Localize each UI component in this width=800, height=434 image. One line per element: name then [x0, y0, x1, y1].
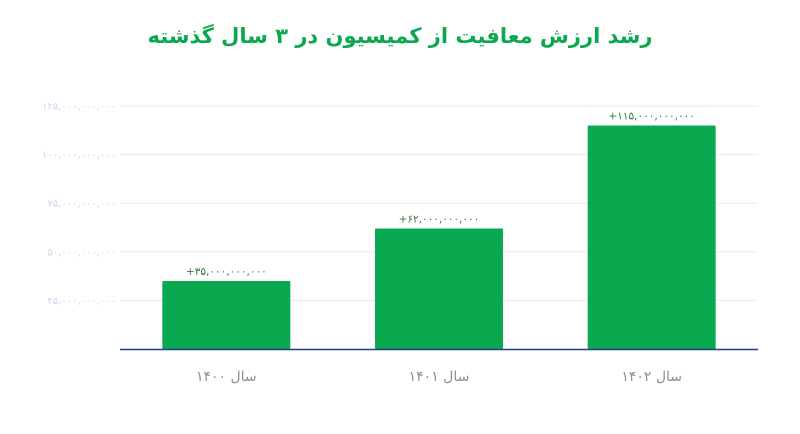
data-labels: +۳۵,۰۰۰,۰۰۰,۰۰۰ +۶۲,۰۰۰,۰۰۰,۰۰۰ +۱۱۵,۰۰۰,۰…	[186, 110, 695, 278]
y-tick-label: ۱۰۰,۰۰۰,۰۰۰,۰۰۰	[42, 150, 116, 161]
bar-value-label: +۳۵,۰۰۰,۰۰۰,۰۰۰	[186, 266, 267, 278]
x-category-label: سال ۱۴۰۲	[621, 369, 682, 385]
chart-title: رشد ارزش معافیت از کمیسیون در ۳ سال گذشت…	[147, 24, 653, 48]
bar-value-label: +۶۲,۰۰۰,۰۰۰,۰۰۰	[399, 213, 480, 225]
y-tick-label: ۷۵,۰۰۰,۰۰۰,۰۰۰	[47, 199, 116, 210]
x-category-label: سال ۱۴۰۰	[196, 369, 257, 385]
bar	[375, 228, 503, 349]
category-labels: سال ۱۴۰۰ سال ۱۴۰۱ سال ۱۴۰۲	[196, 369, 682, 385]
y-tick-label: ۲۵,۰۰۰,۰۰۰,۰۰۰	[47, 296, 116, 307]
bar	[587, 125, 716, 349]
bar	[162, 280, 291, 349]
y-axis-ticks: ۲۵,۰۰۰,۰۰۰,۰۰۰ ۵۰,۰۰۰,۰۰۰,۰۰۰ ۷۵,۰۰۰,۰۰۰,۰…	[42, 102, 116, 307]
y-tick-label: ۵۰,۰۰۰,۰۰۰,۰۰۰	[47, 247, 116, 258]
y-tick-label: ۱۲۵,۰۰۰,۰۰۰,۰۰۰	[42, 102, 116, 113]
x-category-label: سال ۱۴۰۱	[409, 369, 470, 385]
bar-value-label: +۱۱۵,۰۰۰,۰۰۰,۰۰۰	[608, 110, 695, 122]
bars	[162, 125, 716, 349]
